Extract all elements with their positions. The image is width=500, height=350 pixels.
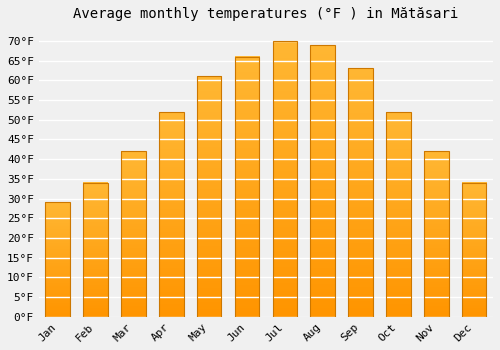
Title: Average monthly temperatures (°F ) in Mătăsari: Average monthly temperatures (°F ) in Mă… [74,7,458,21]
Bar [46,203,70,317]
Bar [386,112,410,317]
Bar [159,112,184,317]
Bar [197,76,222,317]
Bar [310,45,335,317]
Bar [84,183,108,317]
Bar [462,183,486,317]
Bar [348,69,373,317]
Bar [272,41,297,317]
Bar [424,151,448,317]
Bar [121,151,146,317]
Bar [234,57,260,317]
